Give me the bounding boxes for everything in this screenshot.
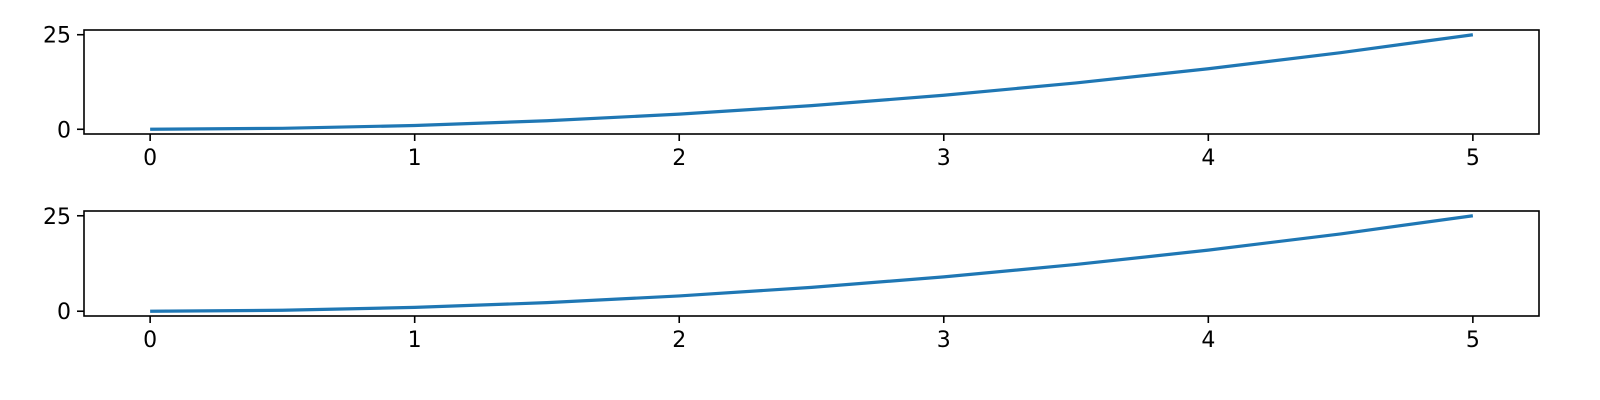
axes-frame [83, 210, 1540, 317]
axes-frame [83, 29, 1540, 135]
subplot-1: 0 1 2 3 4 5 0 25 [43, 24, 1540, 171]
series-line-1 [150, 33, 1474, 131]
x-tick-label: 3 [937, 146, 951, 171]
y-tick-label: 0 [57, 300, 71, 325]
x-tick-label: 0 [143, 146, 157, 171]
x-tick-label: 2 [672, 328, 686, 353]
x-tick-label: 3 [937, 328, 951, 353]
x-tick-label: 4 [1201, 146, 1215, 171]
x-tick-label: 2 [672, 146, 686, 171]
x-tick-label: 5 [1466, 328, 1480, 353]
series-line-1 [150, 214, 1474, 313]
x-tick-label: 1 [408, 328, 422, 353]
y-tick-label: 0 [57, 118, 71, 143]
x-tick-label: 1 [408, 146, 422, 171]
subplot-2: 0 1 2 3 4 5 0 25 [43, 205, 1540, 353]
x-tick-label: 4 [1201, 328, 1215, 353]
x-tick-label: 0 [143, 328, 157, 353]
y-tick-label: 25 [43, 205, 71, 230]
x-tick-label: 5 [1466, 146, 1480, 171]
y-tick-label: 25 [43, 24, 71, 49]
